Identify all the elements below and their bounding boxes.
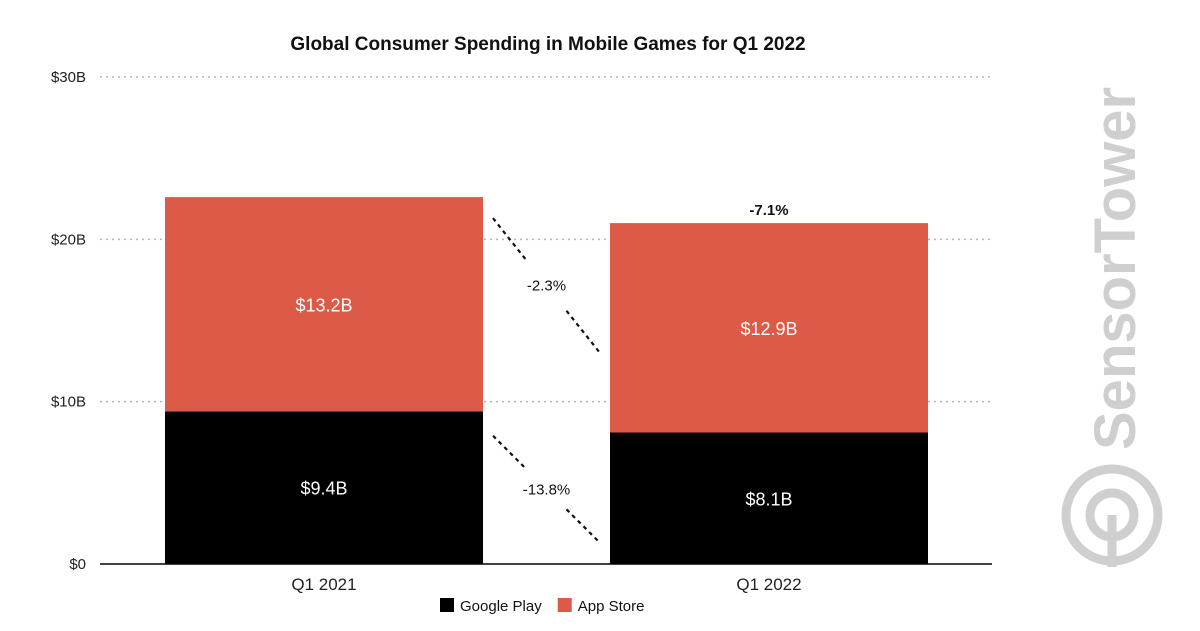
gridlines — [100, 76, 992, 403]
bar-segment-app-store — [165, 197, 483, 412]
google-play-change-connector — [492, 434, 528, 471]
y-tick-label: $20B — [51, 231, 86, 248]
bar-data-label: $12.9B — [740, 319, 797, 339]
legend-label: Google Play — [460, 598, 542, 615]
google-play-change-connector — [565, 508, 601, 544]
y-tick-label: $0 — [69, 556, 86, 573]
sensortower-logo-icon — [1061, 464, 1163, 567]
x-tick-label: Q1 2022 — [736, 575, 801, 594]
watermark-text: SensorTower — [1083, 87, 1148, 450]
bar-segment-app-store — [610, 223, 928, 433]
bar-segment-google-play — [610, 432, 928, 564]
y-tick-label: $10B — [51, 394, 86, 411]
legend-label: App Store — [578, 598, 645, 615]
y-axis-ticks: $0 $10B $20B $30B — [51, 69, 86, 573]
chart-title: Global Consumer Spending in Mobile Games… — [290, 34, 805, 55]
change-connectors: -2.3% -13.8% — [492, 217, 601, 544]
bar-data-label: $13.2B — [295, 295, 352, 315]
bar-data-label: $9.4B — [300, 479, 347, 499]
total-change-label: -7.1% — [749, 202, 788, 219]
x-tick-label: Q1 2021 — [291, 575, 356, 594]
bar-segment-google-play — [165, 411, 483, 564]
legend-swatch-google-play — [440, 598, 454, 612]
x-axis-ticks: Q1 2021 Q1 2022 — [291, 575, 801, 594]
y-tick-label: $30B — [51, 69, 86, 86]
app-store-change-connector — [492, 217, 528, 262]
app-store-change-label: -2.3% — [527, 278, 566, 295]
bar-data-label: $8.1B — [745, 489, 792, 509]
google-play-change-label: -13.8% — [523, 481, 571, 498]
app-store-change-connector — [565, 310, 601, 354]
legend-swatch-app-store — [557, 598, 572, 612]
legend: Google Play App Store — [440, 598, 644, 615]
bars: $9.4B $13.2B $8.1B $12.9B -7.1% — [165, 197, 928, 564]
